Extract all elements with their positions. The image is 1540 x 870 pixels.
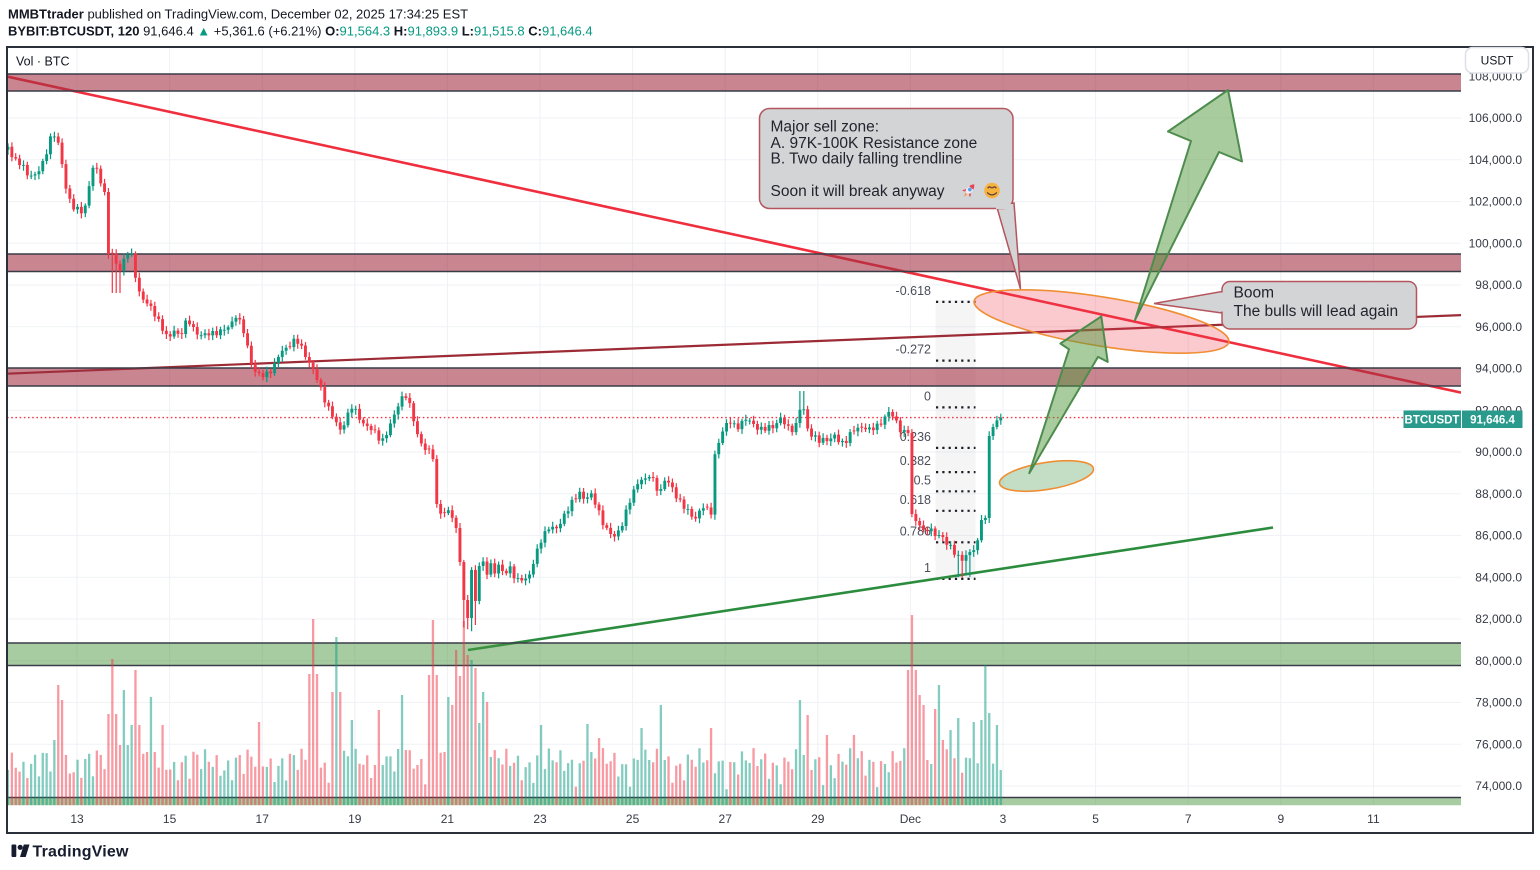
svg-text:A. 97K-100K Resistance zone: A. 97K-100K Resistance zone [771,135,978,152]
svg-text:90,000.0: 90,000.0 [1475,445,1522,459]
svg-text:Boom: Boom [1234,285,1275,302]
svg-text:17: 17 [256,812,270,826]
svg-text:91,646.4: 91,646.4 [1470,414,1515,426]
svg-text:104,000.0: 104,000.0 [1469,153,1523,167]
svg-text:84,000.0: 84,000.0 [1475,571,1522,585]
svg-text:82,000.0: 82,000.0 [1475,612,1522,626]
svg-text:USDT: USDT [1481,54,1514,68]
svg-text:74,000.0: 74,000.0 [1475,779,1522,793]
svg-text:98,000.0: 98,000.0 [1475,278,1522,292]
svg-text:11: 11 [1367,812,1380,826]
svg-text:5: 5 [1092,812,1099,826]
svg-text:21: 21 [441,812,455,826]
svg-text:0.382: 0.382 [900,454,931,468]
svg-text:100,000.0: 100,000.0 [1469,236,1523,250]
svg-text:0.618: 0.618 [900,493,931,507]
svg-text:0: 0 [924,389,931,403]
svg-text:96,000.0: 96,000.0 [1475,320,1522,334]
svg-text:23: 23 [533,812,547,826]
svg-text:1: 1 [924,561,931,575]
svg-text:76,000.0: 76,000.0 [1475,738,1522,752]
svg-text:Vol · BTC: Vol · BTC [16,55,70,69]
svg-text:Dec: Dec [900,812,921,826]
svg-text:The bulls will lead again: The bulls will lead again [1234,303,1399,320]
svg-text:BYBIT:BTCUSDT, 120 91,646.4 ▲: BYBIT:BTCUSDT, 120 91,646.4 ▲ +5,361.6 (… [8,24,593,39]
svg-text:-0.618: -0.618 [896,284,931,298]
svg-text:B. Two daily falling trendline: B. Two daily falling trendline [771,151,963,168]
svg-text:TradingView: TradingView [33,844,130,861]
svg-text:Major sell zone:: Major sell zone: [771,119,880,136]
svg-text:MMBTtrader published on Tradin: MMBTtrader published on TradingView.com,… [8,7,468,22]
svg-text:3: 3 [1000,812,1007,826]
svg-text:19: 19 [348,812,362,826]
svg-text:9: 9 [1277,812,1284,826]
svg-text:102,000.0: 102,000.0 [1469,195,1523,209]
svg-text:27: 27 [719,812,733,826]
svg-text:94,000.0: 94,000.0 [1475,362,1522,376]
svg-text:29: 29 [811,812,825,826]
svg-text:BTCUSDT: BTCUSDT [1405,414,1460,426]
svg-text:-0.272: -0.272 [896,343,931,357]
svg-text:13: 13 [70,812,84,826]
svg-text:0.786: 0.786 [900,524,931,538]
svg-text:15: 15 [163,812,177,826]
svg-text:7: 7 [1185,812,1192,826]
svg-text:78,000.0: 78,000.0 [1475,696,1522,710]
svg-text:88,000.0: 88,000.0 [1475,487,1522,501]
svg-text:86,000.0: 86,000.0 [1475,529,1522,543]
svg-text:106,000.0: 106,000.0 [1469,111,1523,125]
svg-text:Soon it will break anyway: Soon it will break anyway [771,183,945,200]
svg-text:0.5: 0.5 [914,473,931,487]
svg-text:80,000.0: 80,000.0 [1475,654,1522,668]
svg-text:25: 25 [626,812,640,826]
